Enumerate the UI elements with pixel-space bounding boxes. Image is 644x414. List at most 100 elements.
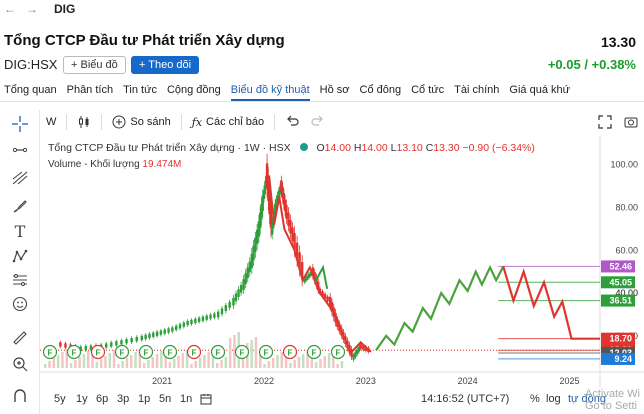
- tab-overview[interactable]: Tổng quan: [4, 84, 57, 96]
- tab-technical-chart[interactable]: Biểu đồ kỹ thuật: [230, 80, 310, 101]
- legend-low: 13.10: [396, 142, 423, 154]
- event-marker-label: F: [288, 349, 293, 358]
- event-marker-label: F: [144, 349, 149, 358]
- candle-body: [267, 176, 270, 201]
- candle-body: [278, 186, 282, 195]
- camera-icon[interactable]: [618, 111, 644, 133]
- price-tick-label: 40.00: [615, 288, 638, 298]
- price-level-label: 45.05: [609, 277, 632, 287]
- candle-body: [276, 195, 279, 203]
- volume-bar: [211, 349, 215, 368]
- legend-close-label: C: [425, 142, 434, 154]
- emoji-icon[interactable]: [10, 296, 30, 316]
- stock-header: Tổng CTCP Đầu tư Phát triển Xây dựng 13.…: [0, 30, 644, 56]
- volume-bar: [293, 360, 296, 368]
- add-chart-button[interactable]: + Biểu đồ: [63, 56, 126, 74]
- trend-line-icon[interactable]: [10, 142, 30, 162]
- price-chart[interactable]: 100.0080.0060.0040.0020.0040.00202120222…: [40, 136, 644, 414]
- follow-button[interactable]: + Theo dõi: [131, 56, 200, 74]
- volume-bar: [78, 357, 81, 368]
- candles-icon[interactable]: [71, 111, 97, 133]
- candle-body: [309, 271, 313, 276]
- volume-bar: [203, 355, 206, 368]
- volume-bar: [177, 356, 180, 368]
- tab-community[interactable]: Cộng đồng: [166, 84, 221, 96]
- candle-body: [330, 302, 334, 312]
- range-1n[interactable]: 1n: [180, 393, 193, 405]
- legend-high-label: H: [353, 142, 362, 154]
- price-level-badge: [601, 332, 635, 345]
- range-3p[interactable]: 3p: [117, 393, 130, 405]
- legend-open: 14.00: [324, 142, 351, 154]
- back-icon[interactable]: ←: [4, 2, 16, 16]
- volume-bar: [155, 354, 159, 368]
- candle-body: [84, 346, 88, 351]
- volume-bar: [276, 355, 279, 368]
- forecast-icon[interactable]: [10, 272, 30, 292]
- forecast-bull-path: [375, 264, 505, 351]
- forward-icon[interactable]: →: [26, 2, 38, 16]
- legend-low-label: L: [390, 142, 397, 154]
- range-5y[interactable]: 5y: [54, 393, 66, 405]
- interval-button[interactable]: W: [46, 116, 57, 128]
- compare-button[interactable]: So sánh: [106, 111, 176, 133]
- redo-icon[interactable]: [305, 111, 331, 133]
- candle-body: [303, 278, 306, 283]
- ticker-title: DIG: [54, 2, 76, 16]
- zoom-in-icon[interactable]: [10, 356, 30, 376]
- date-range-icon[interactable]: [200, 393, 212, 408]
- volume-bar: [74, 360, 77, 368]
- indicators-label: Các chỉ báo: [206, 116, 265, 128]
- auto-scale-toggle[interactable]: tự động: [568, 393, 606, 405]
- undo-icon[interactable]: [279, 111, 305, 133]
- volume-bar: [194, 361, 197, 368]
- time-tick-label: 2025: [559, 376, 579, 386]
- tab-shareholders[interactable]: Cổ đông: [359, 84, 402, 96]
- chart-canvas[interactable]: 100.0080.0060.0040.0020.0040.00202120222…: [40, 136, 644, 388]
- tab-profile[interactable]: Hồ sơ: [319, 84, 350, 96]
- candle-body: [336, 319, 339, 327]
- log-toggle[interactable]: log: [546, 393, 561, 405]
- candle-body: [262, 190, 266, 199]
- volume-bar: [228, 338, 232, 368]
- tab-analysis[interactable]: Phân tích: [66, 84, 114, 96]
- candle-body: [115, 341, 118, 346]
- volume-bar: [198, 358, 202, 368]
- tab-dividends[interactable]: Cổ tức: [411, 84, 445, 96]
- candle-body: [205, 315, 208, 320]
- clock-time[interactable]: 14:16:52 (UTC+7): [421, 393, 510, 405]
- fib-tool-icon[interactable]: [10, 170, 30, 190]
- tab-news[interactable]: Tin tức: [123, 84, 157, 96]
- ruler-icon[interactable]: [10, 330, 30, 350]
- range-1p[interactable]: 1p: [138, 393, 151, 405]
- candle-body: [298, 252, 301, 270]
- tab-price-history[interactable]: Giá quá khứ: [509, 84, 570, 96]
- top-nav: ← → DIG: [0, 0, 644, 18]
- candle-body: [281, 186, 284, 199]
- chart-bottom-bar: 5y 1y 6p 3p 1p 5n 1n 14:16:52 (UTC+7) % …: [40, 388, 644, 410]
- event-marker-label: F: [72, 349, 77, 358]
- range-6p[interactable]: 6p: [96, 393, 109, 405]
- current-price: 13.30: [600, 34, 636, 50]
- volume-legend: Volume - Khối lượng 19.474M: [48, 159, 181, 170]
- section-tabs: Tổng quan Phân tích Tin tức Cộng đồng Bi…: [0, 80, 644, 102]
- fullscreen-icon[interactable]: [592, 111, 618, 133]
- tab-financials[interactable]: Tài chính: [454, 84, 500, 96]
- range-1y[interactable]: 1y: [76, 393, 88, 405]
- time-tick-label: 2021: [152, 376, 172, 386]
- magnet-icon[interactable]: [10, 388, 30, 408]
- volume-bar: [44, 364, 47, 368]
- pattern-icon[interactable]: [10, 248, 30, 268]
- event-marker: [234, 344, 250, 360]
- volume-bar: [142, 363, 146, 368]
- volume-bar: [99, 359, 103, 368]
- event-marker: [138, 344, 154, 360]
- text-tool-icon[interactable]: T: [14, 222, 26, 241]
- brush-icon[interactable]: [10, 198, 30, 218]
- percent-toggle[interactable]: %: [530, 393, 540, 405]
- candle-body: [326, 296, 329, 302]
- indicators-button[interactable]: ƒx Các chỉ báo: [186, 111, 270, 133]
- event-marker-label: F: [312, 349, 317, 358]
- range-5n[interactable]: 5n: [159, 393, 172, 405]
- crosshair-icon[interactable]: [10, 116, 30, 136]
